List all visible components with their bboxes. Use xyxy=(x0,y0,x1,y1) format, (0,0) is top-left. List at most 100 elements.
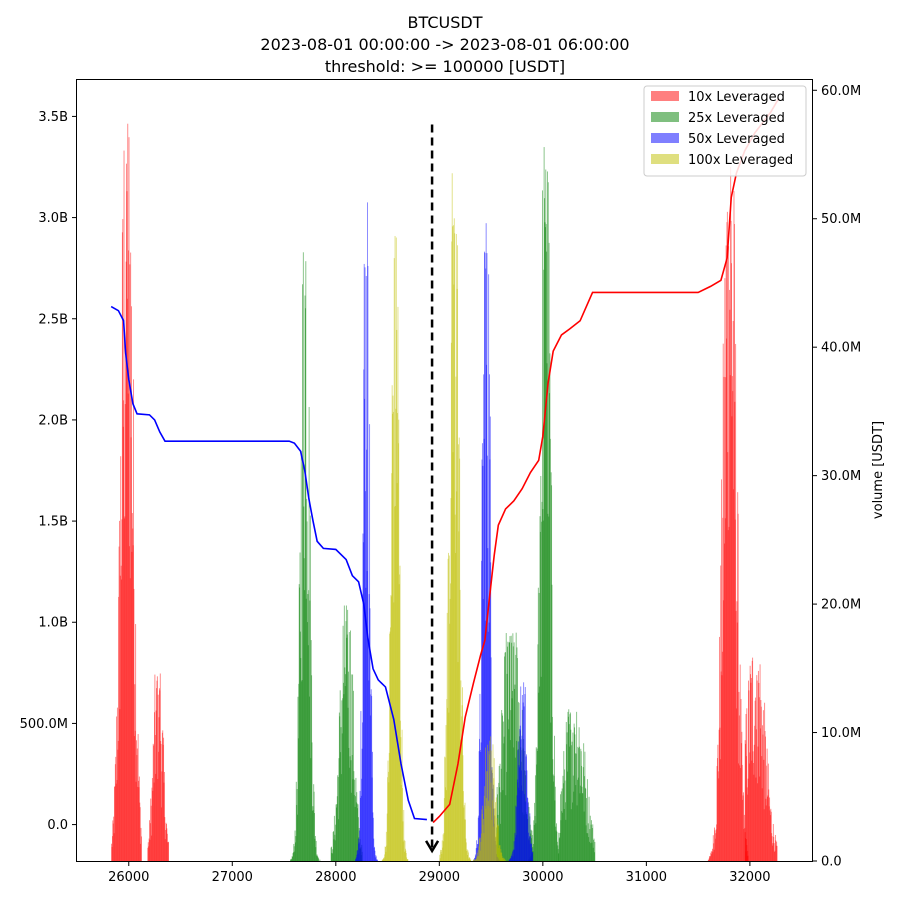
bar xyxy=(467,852,469,861)
series-3-bars xyxy=(381,173,506,862)
series-0-bars xyxy=(111,123,778,862)
bar xyxy=(318,858,320,861)
bar xyxy=(160,743,162,861)
legend-swatch xyxy=(651,133,679,143)
chart-title: BTCUSDT 2023-08-01 00:00:00 -> 2023-08-0… xyxy=(260,13,629,76)
bar xyxy=(399,565,401,861)
bar xyxy=(457,245,459,861)
plot-frame xyxy=(76,79,813,862)
bar xyxy=(484,252,486,861)
bar xyxy=(308,406,310,861)
x-tick-label: 26000 xyxy=(108,870,149,885)
bar xyxy=(469,858,471,861)
bar xyxy=(529,813,531,861)
x-tick-label: 27000 xyxy=(212,870,253,885)
right-axis-label: volume [USDT] xyxy=(871,421,886,519)
bar xyxy=(586,779,588,861)
bar xyxy=(499,763,501,861)
bar xyxy=(305,261,307,861)
bar xyxy=(403,839,405,861)
right-axis-ticks: 0.0 10.0M 20.0M 30.0M 40.0M 50.0M 60.0M xyxy=(812,84,861,870)
x-axis-ticks: 26000 27000 28000 29000 30000 31000 32000 xyxy=(108,861,771,885)
bar xyxy=(128,137,130,861)
bar xyxy=(739,664,741,861)
bar xyxy=(523,706,525,861)
bar xyxy=(583,743,585,861)
bar xyxy=(594,841,596,861)
left-tick-label: 2.0B xyxy=(38,413,68,428)
left-axis-ticks: 0.0 500.0M 1.0B 1.5B 2.0B 2.5B 3.0B 3.5B xyxy=(20,110,77,833)
bar xyxy=(140,836,142,861)
bar xyxy=(129,264,131,861)
bar xyxy=(585,788,587,861)
bar xyxy=(549,438,551,861)
bar xyxy=(502,715,503,861)
right-tick-label: 20.0M xyxy=(821,598,861,613)
bar xyxy=(532,852,534,861)
bar xyxy=(746,708,748,861)
legend-label: 100x Leveraged xyxy=(688,153,793,168)
bar xyxy=(163,771,165,861)
right-tick-label: 0.0 xyxy=(821,855,842,870)
bar xyxy=(119,520,120,861)
bar xyxy=(156,676,158,861)
bar xyxy=(765,736,766,861)
right-tick-label: 10.0M xyxy=(821,726,861,741)
bar xyxy=(493,758,495,861)
bar xyxy=(512,851,513,861)
bar xyxy=(448,552,449,861)
legend: 10x Leveraged 25x Leveraged 50x Leveraged 1… xyxy=(643,85,807,177)
bar xyxy=(164,817,166,861)
bar xyxy=(360,711,362,861)
left-tick-label: 3.5B xyxy=(38,110,68,125)
bar xyxy=(407,859,409,861)
title-line-3: threshold: >= 100000 [USDT] xyxy=(325,57,565,76)
bar xyxy=(592,824,594,861)
bar xyxy=(776,845,778,861)
legend-box xyxy=(643,85,807,177)
x-tick-label: 28000 xyxy=(315,870,356,885)
bar xyxy=(477,850,479,861)
title-line-1: BTCUSDT xyxy=(408,13,483,32)
bar xyxy=(497,825,499,861)
bar xyxy=(315,840,317,861)
left-tick-label: 0.0 xyxy=(47,818,68,833)
bar xyxy=(439,854,441,861)
volume-bars xyxy=(111,123,778,862)
bar xyxy=(504,859,506,861)
bar xyxy=(337,777,339,861)
bar xyxy=(591,820,592,861)
left-tick-label: 500.0M xyxy=(20,717,68,732)
bar xyxy=(403,809,405,861)
legend-swatch xyxy=(651,91,679,101)
series-1-bars xyxy=(290,147,596,862)
bar xyxy=(593,838,595,861)
x-tick-label: 29000 xyxy=(419,870,460,885)
x-tick-label: 31000 xyxy=(626,870,667,885)
bar xyxy=(459,589,461,861)
bar xyxy=(588,796,590,861)
title-line-2: 2023-08-01 00:00:00 -> 2023-08-01 06:00:… xyxy=(260,35,629,54)
bar xyxy=(135,624,137,861)
bar xyxy=(490,750,492,861)
bar xyxy=(139,807,141,861)
bar xyxy=(540,475,542,861)
bar xyxy=(405,853,407,861)
bar xyxy=(502,857,504,861)
left-tick-label: 3.0B xyxy=(38,211,68,226)
cumulative-lines xyxy=(110,97,780,824)
bar xyxy=(319,859,321,861)
cumulative-line-0 xyxy=(110,305,427,821)
x-tick-label: 32000 xyxy=(729,870,770,885)
bar xyxy=(495,797,497,861)
left-tick-label: 1.5B xyxy=(38,515,68,530)
right-tick-label: 60.0M xyxy=(821,84,861,99)
bar xyxy=(571,741,573,861)
series-2-bars xyxy=(355,202,534,862)
right-tick-label: 40.0M xyxy=(821,341,861,356)
bar xyxy=(348,632,350,861)
bar xyxy=(352,674,354,861)
bar xyxy=(374,850,376,861)
left-tick-label: 2.5B xyxy=(38,312,68,327)
bar xyxy=(570,729,572,861)
